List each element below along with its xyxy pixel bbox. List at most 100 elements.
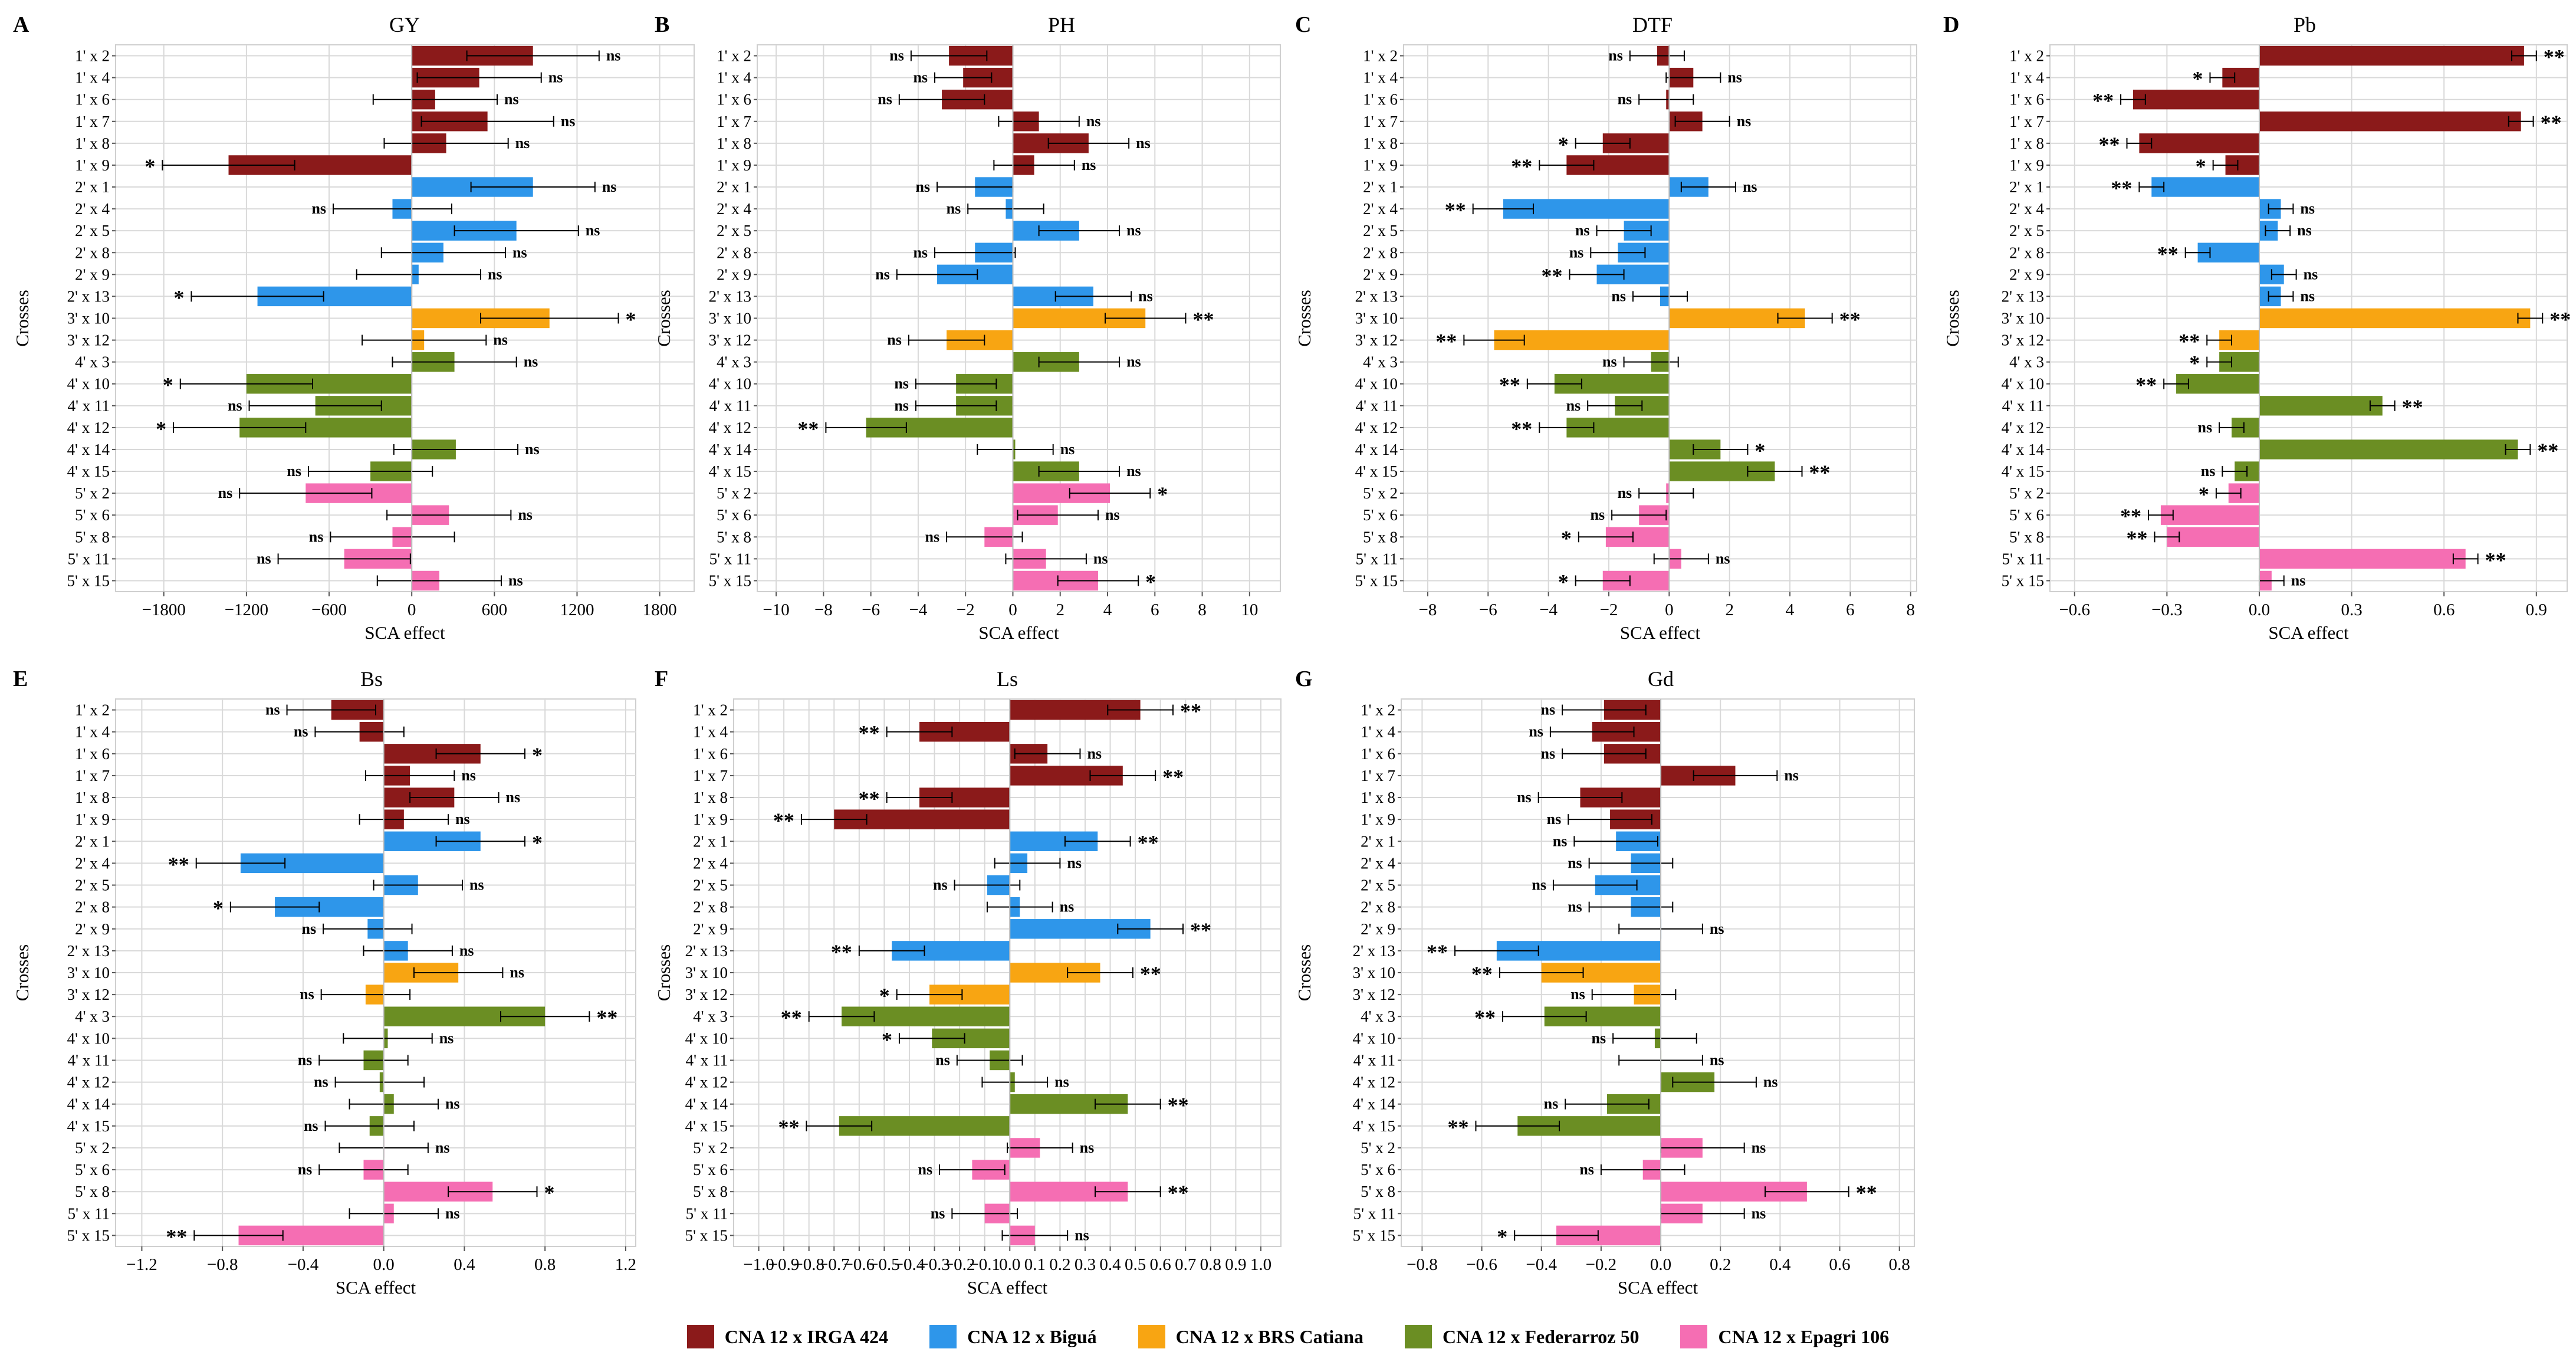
- significance-label: *: [163, 373, 173, 397]
- y-tick-label: 4' x 3: [2009, 353, 2044, 371]
- significance-label: ns: [445, 1205, 460, 1222]
- significance-label: ns: [2300, 200, 2315, 217]
- y-tick-label: 4' x 10: [1355, 375, 1398, 393]
- significance-label: ns: [469, 877, 484, 894]
- significance-label: *: [882, 1028, 892, 1051]
- significance-label: *: [2199, 483, 2209, 506]
- significance-label: *: [2196, 155, 2206, 178]
- x-tick-label: 6: [1846, 600, 1855, 619]
- bar: [2160, 505, 2259, 525]
- significance-label: ns: [1126, 353, 1141, 370]
- y-tick-label: 1' x 7: [693, 767, 728, 785]
- y-tick-label: 1' x 4: [1361, 723, 1395, 741]
- significance-label: **: [1180, 700, 1201, 723]
- y-tick-label: 5' x 6: [75, 506, 110, 524]
- x-tick-label: −10: [763, 600, 789, 619]
- significance-label: ns: [510, 964, 524, 981]
- significance-label: ns: [1784, 767, 1799, 784]
- significance-label: **: [1162, 765, 1184, 789]
- y-tick-label: 2' x 5: [2009, 222, 2044, 239]
- significance-label: **: [1190, 918, 1211, 942]
- significance-label: ns: [2304, 265, 2318, 283]
- y-tick-label: 1' x 8: [2009, 134, 2044, 152]
- y-tick-label: 5' x 11: [68, 550, 110, 567]
- significance-label: **: [1474, 1006, 1496, 1029]
- x-tick-label: 0.4: [1769, 1255, 1791, 1274]
- y-tick-label: 2' x 8: [1363, 244, 1398, 261]
- significance-label: **: [797, 417, 819, 441]
- y-tick-label: 1' x 6: [2009, 91, 2044, 109]
- legend-item-federarroz50: CNA 12 x Federarroz 50: [1404, 1325, 1639, 1348]
- y-tick-label: 4' x 15: [67, 1117, 110, 1135]
- significance-label: ns: [925, 528, 940, 545]
- y-tick-label: 4' x 14: [67, 1095, 110, 1113]
- legend-swatch: [1404, 1325, 1432, 1348]
- panel-E: E Bsnsns*nsnsns***ns*nsnsnsns**nsnsnsnsns…: [12, 667, 636, 1298]
- significance-label: ns: [887, 332, 902, 349]
- y-tick-label: 4' x 15: [1353, 1117, 1395, 1135]
- significance-label: ns: [1544, 1095, 1559, 1112]
- bar: [2167, 527, 2259, 547]
- significance-label: **: [1138, 831, 1159, 854]
- significance-label: ns: [1553, 832, 1568, 849]
- significance-label: ns: [524, 353, 538, 370]
- y-tick-label: 5' x 2: [2009, 484, 2044, 502]
- y-tick-label: 4' x 15: [67, 462, 110, 480]
- significance-label: ns: [257, 550, 271, 567]
- panel-letter: D: [1943, 12, 1959, 37]
- significance-label: **: [1499, 373, 1520, 397]
- y-tick-label: 1' x 2: [1361, 701, 1395, 719]
- y-tick-label: 1' x 9: [693, 810, 728, 828]
- y-tick-label: 2' x 1: [1363, 178, 1398, 196]
- panel-title: PH: [1048, 13, 1075, 37]
- x-tick-label: 0.8: [1200, 1255, 1221, 1274]
- x-tick-label: 8: [1198, 600, 1207, 619]
- y-tick-label: 2' x 1: [75, 178, 110, 196]
- significance-label: ns: [1086, 113, 1101, 130]
- significance-label: **: [2126, 526, 2147, 550]
- significance-label: **: [2541, 111, 2562, 134]
- significance-label: **: [2135, 373, 2157, 397]
- y-tick-label: 2' x 9: [1363, 265, 1398, 283]
- significance-label: **: [1541, 264, 1562, 287]
- y-tick-label: 5' x 15: [67, 572, 110, 589]
- x-tick-label: 0: [1665, 600, 1674, 619]
- significance-label: ns: [1575, 222, 1590, 239]
- significance-label: **: [831, 940, 852, 964]
- y-tick-label: 3' x 12: [67, 986, 110, 1003]
- x-tick-label: 4: [1786, 600, 1795, 619]
- x-tick-label: 1200: [560, 600, 594, 619]
- significance-label: *: [532, 743, 543, 767]
- x-axis-title: SCA effect: [2268, 622, 2349, 643]
- significance-label: ns: [309, 528, 324, 545]
- y-tick-label: 4' x 3: [693, 1007, 728, 1025]
- y-tick-label: 2' x 9: [693, 920, 728, 938]
- bar: [2259, 45, 2524, 66]
- x-tick-label: 8: [1907, 600, 1915, 619]
- significance-label: ns: [1093, 550, 1108, 567]
- x-tick-label: 10: [1241, 600, 1258, 619]
- significance-label: ns: [1710, 920, 1724, 937]
- legend-label: CNA 12 x Federarroz 50: [1442, 1325, 1639, 1347]
- legend-item-irga424: CNA 12 x IRGA 424: [686, 1325, 888, 1348]
- significance-label: *: [2192, 67, 2203, 91]
- significance-label: **: [1435, 330, 1457, 353]
- y-tick-label: 1' x 4: [75, 69, 110, 87]
- y-tick-label: 1' x 9: [717, 156, 751, 174]
- significance-label: ns: [1136, 134, 1151, 152]
- y-tick-label: 1' x 8: [1361, 789, 1395, 806]
- y-tick-label: 4' x 14: [709, 441, 752, 458]
- y-tick-label: 3' x 12: [709, 332, 751, 349]
- y-tick-label: 1' x 2: [75, 47, 110, 65]
- y-tick-label: 1' x 9: [1361, 810, 1395, 828]
- y-tick-label: 4' x 14: [2002, 441, 2045, 458]
- significance-label: ns: [915, 178, 930, 195]
- y-tick-label: 3' x 10: [709, 310, 751, 327]
- bar: [2259, 111, 2521, 132]
- x-tick-label: −0.8: [793, 1255, 824, 1274]
- panel-B: B PHnsnsnsnsnsnsnsnsnsnsnsns**nsnsnsns**n…: [653, 12, 1281, 643]
- significance-label: **: [2179, 330, 2200, 353]
- y-axis-title: Crosses: [12, 944, 32, 1001]
- significance-label: ns: [1743, 178, 1757, 195]
- legend-swatch: [929, 1325, 957, 1348]
